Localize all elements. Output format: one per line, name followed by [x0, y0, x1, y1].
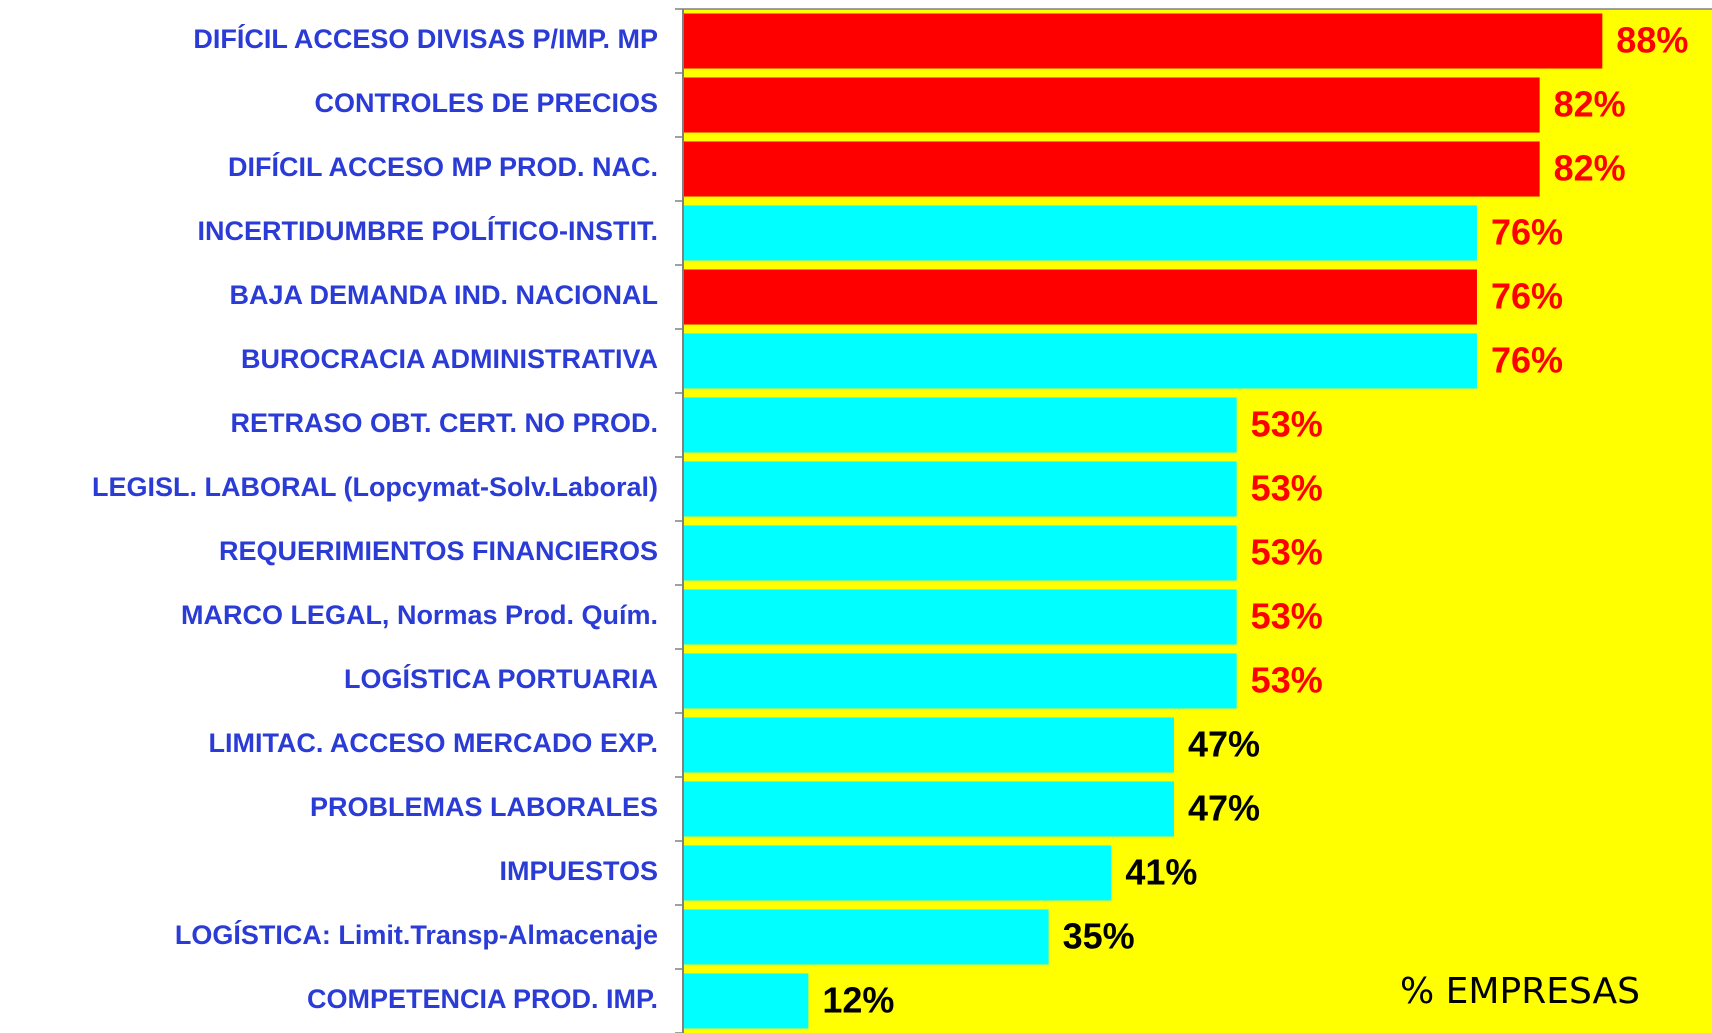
data-label: 76% — [1491, 276, 1563, 317]
data-label: 76% — [1491, 340, 1563, 381]
y-tick-label: PROBLEMAS LABORALES — [310, 792, 658, 822]
bar — [683, 781, 1174, 837]
x-axis-label: % EMPRESAS — [1400, 971, 1640, 1012]
data-label: 76% — [1491, 212, 1563, 253]
bar — [683, 77, 1540, 133]
y-tick-label: RETRASO OBT. CERT. NO PROD. — [230, 408, 658, 438]
bar — [683, 717, 1174, 773]
data-label: 53% — [1251, 596, 1323, 637]
bar — [683, 845, 1112, 901]
y-tick-label: LOGÍSTICA: Limit.Transp-Almacenaje — [175, 919, 658, 950]
data-label: 53% — [1251, 404, 1323, 445]
data-label: 53% — [1251, 660, 1323, 701]
y-tick-label: DIFÍCIL ACCESO DIVISAS P/IMP. MP — [193, 23, 658, 54]
bar — [683, 333, 1477, 389]
y-tick-label: MARCO LEGAL, Normas Prod. Quím. — [181, 600, 658, 630]
y-tick-label: DIFÍCIL ACCESO MP PROD. NAC. — [228, 151, 658, 182]
y-tick-label: IMPUESTOS — [499, 856, 658, 886]
bar — [683, 525, 1237, 581]
y-tick-label: REQUERIMIENTOS FINANCIEROS — [219, 536, 658, 566]
data-label: 47% — [1188, 724, 1260, 765]
y-tick-label: CONTROLES DE PRECIOS — [314, 88, 658, 118]
bar — [683, 653, 1237, 709]
bar — [683, 461, 1237, 517]
y-tick-label: LOGÍSTICA PORTUARIA — [344, 663, 658, 694]
data-label: 35% — [1063, 916, 1135, 957]
data-label: 82% — [1554, 84, 1626, 125]
y-tick-label: LEGISL. LABORAL (Lopcymat-Solv.Laboral) — [92, 472, 658, 502]
bar — [683, 973, 809, 1029]
y-tick-label: LIMITAC. ACCESO MERCADO EXP. — [208, 728, 658, 758]
bar — [683, 141, 1540, 197]
bar — [683, 269, 1477, 325]
data-label: 88% — [1616, 20, 1688, 61]
data-label: 47% — [1188, 788, 1260, 829]
bar — [683, 205, 1477, 261]
bar — [683, 13, 1603, 69]
y-tick-label: INCERTIDUMBRE POLÍTICO-INSTIT. — [198, 215, 659, 246]
data-label: 41% — [1125, 852, 1197, 893]
bar — [683, 589, 1237, 645]
data-label: 82% — [1554, 148, 1626, 189]
bar — [683, 397, 1237, 453]
y-tick-label: COMPETENCIA PROD. IMP. — [307, 984, 658, 1014]
data-label: 53% — [1251, 468, 1323, 509]
y-tick-label: BUROCRACIA ADMINISTRATIVA — [241, 344, 658, 374]
y-tick-label: BAJA DEMANDA IND. NACIONAL — [230, 280, 659, 310]
data-label: 12% — [822, 980, 894, 1021]
bar — [683, 909, 1049, 965]
data-label: 53% — [1251, 532, 1323, 573]
